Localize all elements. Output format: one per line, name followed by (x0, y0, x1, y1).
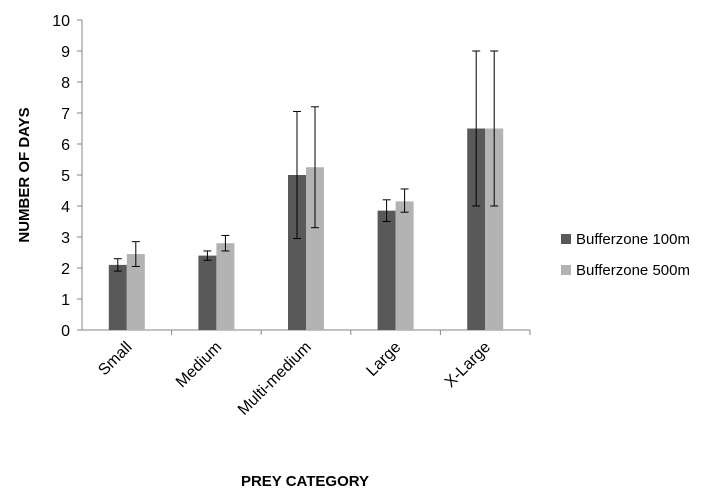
bar-bufferzone-100m (467, 128, 486, 330)
legend-swatch (561, 265, 571, 275)
legend-swatch (561, 234, 571, 244)
y-tick-label: 6 (61, 137, 70, 154)
y-tick-label: 3 (61, 230, 70, 247)
y-axis-ticks: 0 1 2 3 4 5 6 7 8 9 10 (52, 13, 82, 340)
y-tick-label: 7 (61, 106, 70, 123)
x-tick-label: Multi-medium (235, 339, 315, 419)
y-tick-label: 9 (61, 44, 70, 61)
bars-group (108, 50, 504, 330)
y-tick-label: 5 (61, 168, 70, 185)
bar-bufferzone-100m (288, 175, 306, 330)
y-tick-label: 1 (61, 292, 70, 309)
y-axis-title: NUMBER OF DAYS (16, 107, 33, 242)
bar-bufferzone-500m (485, 128, 504, 330)
legend-label: Bufferzone 500m (576, 262, 690, 279)
x-axis-title: PREY CATEGORY (241, 473, 369, 490)
legend-label: Bufferzone 100m (576, 231, 690, 248)
bar-bufferzone-100m (108, 264, 127, 330)
bar-bufferzone-500m (126, 254, 145, 330)
legend: Bufferzone 100m Bufferzone 500m (561, 231, 690, 279)
bar-bufferzone-100m (198, 255, 217, 330)
bar-bufferzone-500m (306, 167, 324, 330)
x-tick-label: Medium (173, 339, 225, 391)
x-tick-label: X-Large (442, 339, 494, 391)
bar-bufferzone-500m (216, 243, 235, 330)
y-tick-label: 2 (61, 261, 70, 278)
y-tick-label: 8 (61, 75, 70, 92)
x-tick-label: Large (363, 339, 404, 380)
bar-bufferzone-100m (377, 210, 396, 330)
x-tick-label: Small (95, 339, 135, 379)
y-tick-label: 0 (61, 323, 70, 340)
y-tick-label: 4 (61, 199, 70, 216)
y-tick-label: 10 (52, 13, 70, 30)
bar-bufferzone-500m (395, 201, 414, 330)
x-axis-ticks: Small Medium Multi-medium Large X-Large (95, 330, 531, 419)
